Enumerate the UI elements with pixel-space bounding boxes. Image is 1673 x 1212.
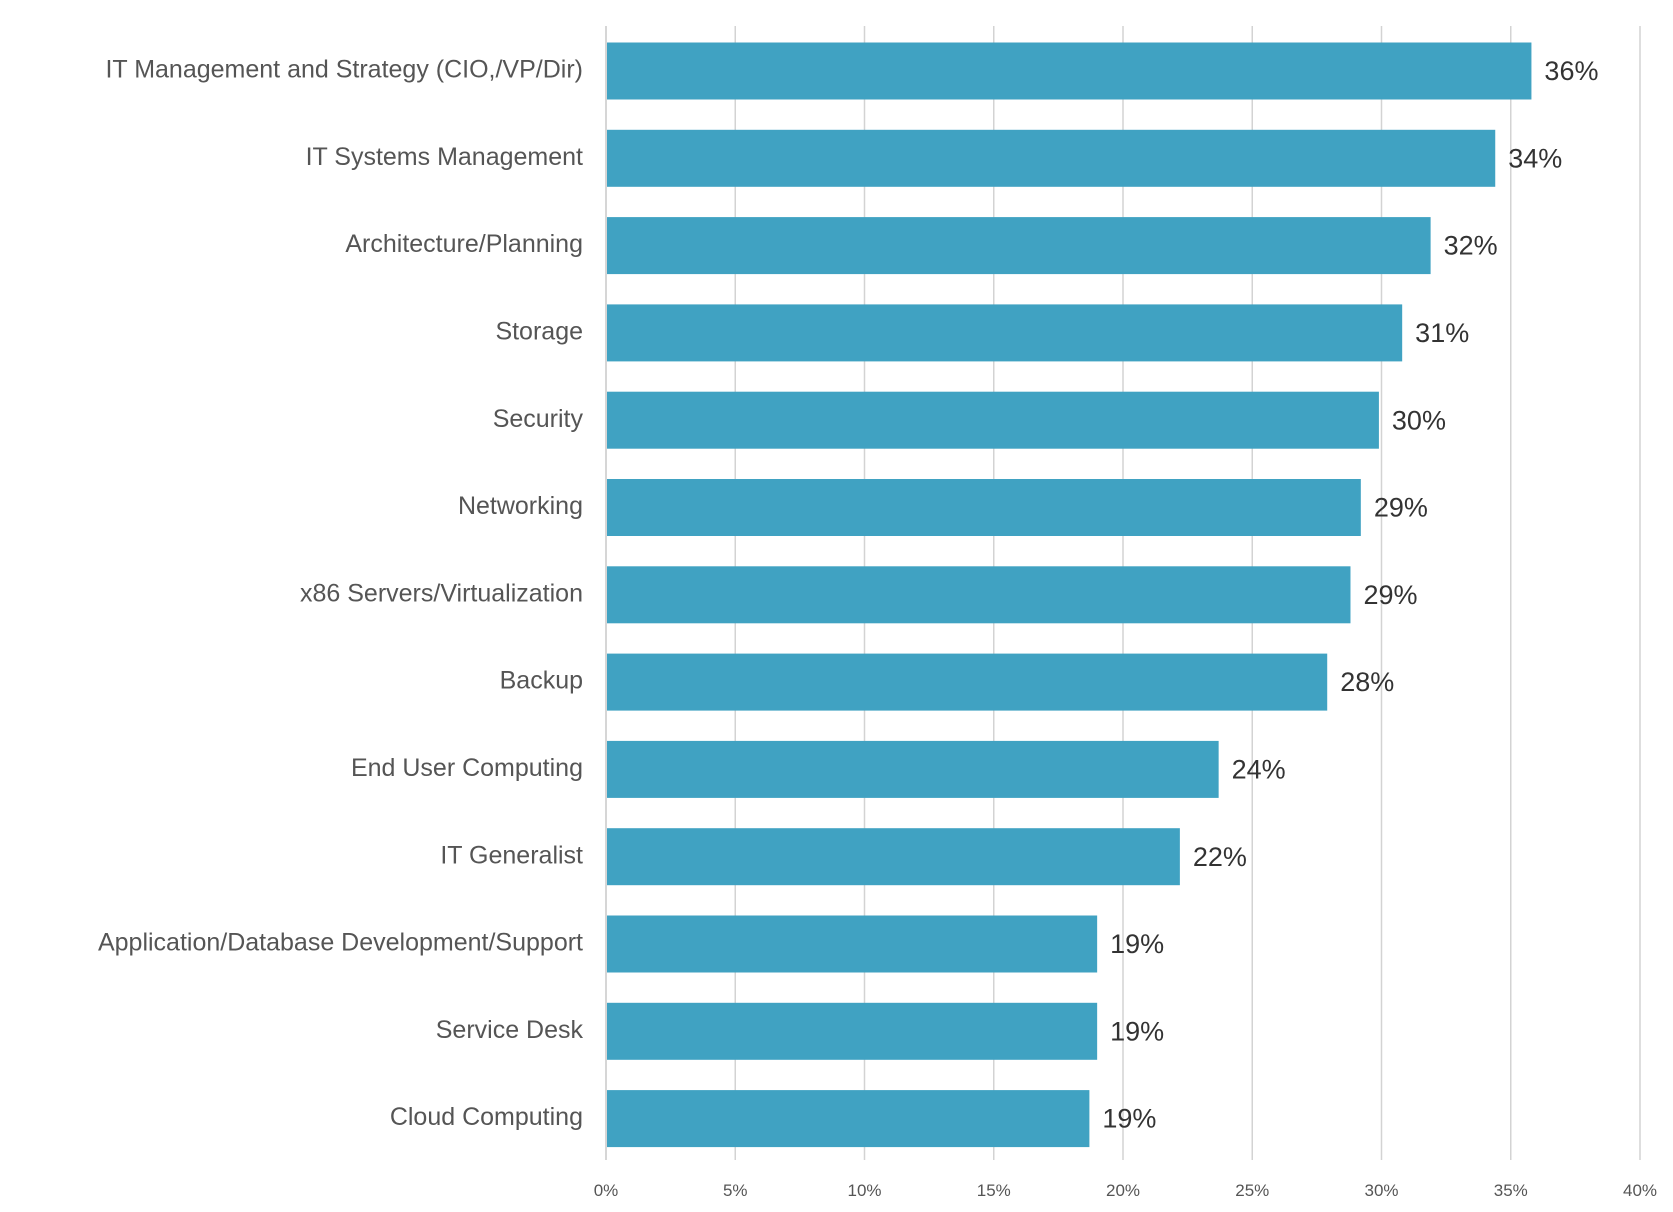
category-label: IT Generalist — [440, 841, 583, 869]
data-label: 29% — [1374, 493, 1428, 523]
bar — [607, 391, 1379, 449]
x-tick-label: 5% — [723, 1181, 748, 1200]
bar — [607, 915, 1098, 973]
category-label: Service Desk — [436, 1016, 584, 1044]
bars — [607, 42, 1532, 1148]
data-label: 32% — [1444, 231, 1498, 261]
category-label: Backup — [500, 667, 583, 695]
x-tick-label: 30% — [1364, 1181, 1398, 1200]
category-label: IT Systems Management — [306, 143, 583, 171]
x-tick-label: 20% — [1106, 1181, 1140, 1200]
data-label: 36% — [1544, 56, 1598, 86]
x-tick-label: 15% — [977, 1181, 1011, 1200]
bar — [607, 129, 1496, 187]
bar — [607, 653, 1328, 711]
bar — [607, 304, 1403, 362]
category-label: Application/Database Development/Support — [98, 929, 583, 957]
data-label: 19% — [1110, 1016, 1164, 1046]
bar — [607, 1090, 1090, 1148]
category-label: Architecture/Planning — [345, 230, 583, 258]
x-tick-label: 0% — [594, 1181, 619, 1200]
category-label: x86 Servers/Virtualization — [300, 579, 583, 607]
x-tick-label: 40% — [1623, 1181, 1657, 1200]
category-label: Storage — [495, 318, 583, 346]
data-label: 31% — [1415, 318, 1469, 348]
x-tick-label: 10% — [847, 1181, 881, 1200]
x-tick-label: 35% — [1494, 1181, 1528, 1200]
bar — [607, 1002, 1098, 1060]
bar — [607, 740, 1219, 798]
data-label: 19% — [1110, 929, 1164, 959]
category-label: Networking — [458, 492, 583, 520]
data-label: 34% — [1508, 143, 1562, 173]
category-label: Security — [493, 405, 584, 433]
bar — [607, 479, 1361, 536]
x-tick-label: 25% — [1235, 1181, 1269, 1200]
data-label: 29% — [1363, 580, 1417, 610]
data-label: 24% — [1232, 755, 1286, 785]
data-label: 30% — [1392, 405, 1446, 435]
bar — [607, 217, 1431, 275]
bar — [607, 828, 1180, 886]
category-label: IT Management and Strategy (CIO,/VP/Dir) — [105, 56, 583, 84]
data-label: 22% — [1193, 842, 1247, 872]
bar — [607, 42, 1532, 100]
bar — [607, 566, 1351, 624]
labels: 0% 5% 10% 15% 20% 25% 30% 35% 40% IT Management a… — [98, 56, 1657, 1200]
data-label: 19% — [1102, 1104, 1156, 1134]
category-label: Cloud Computing — [390, 1103, 583, 1131]
category-label: End User Computing — [351, 754, 583, 782]
data-label: 28% — [1340, 667, 1394, 697]
